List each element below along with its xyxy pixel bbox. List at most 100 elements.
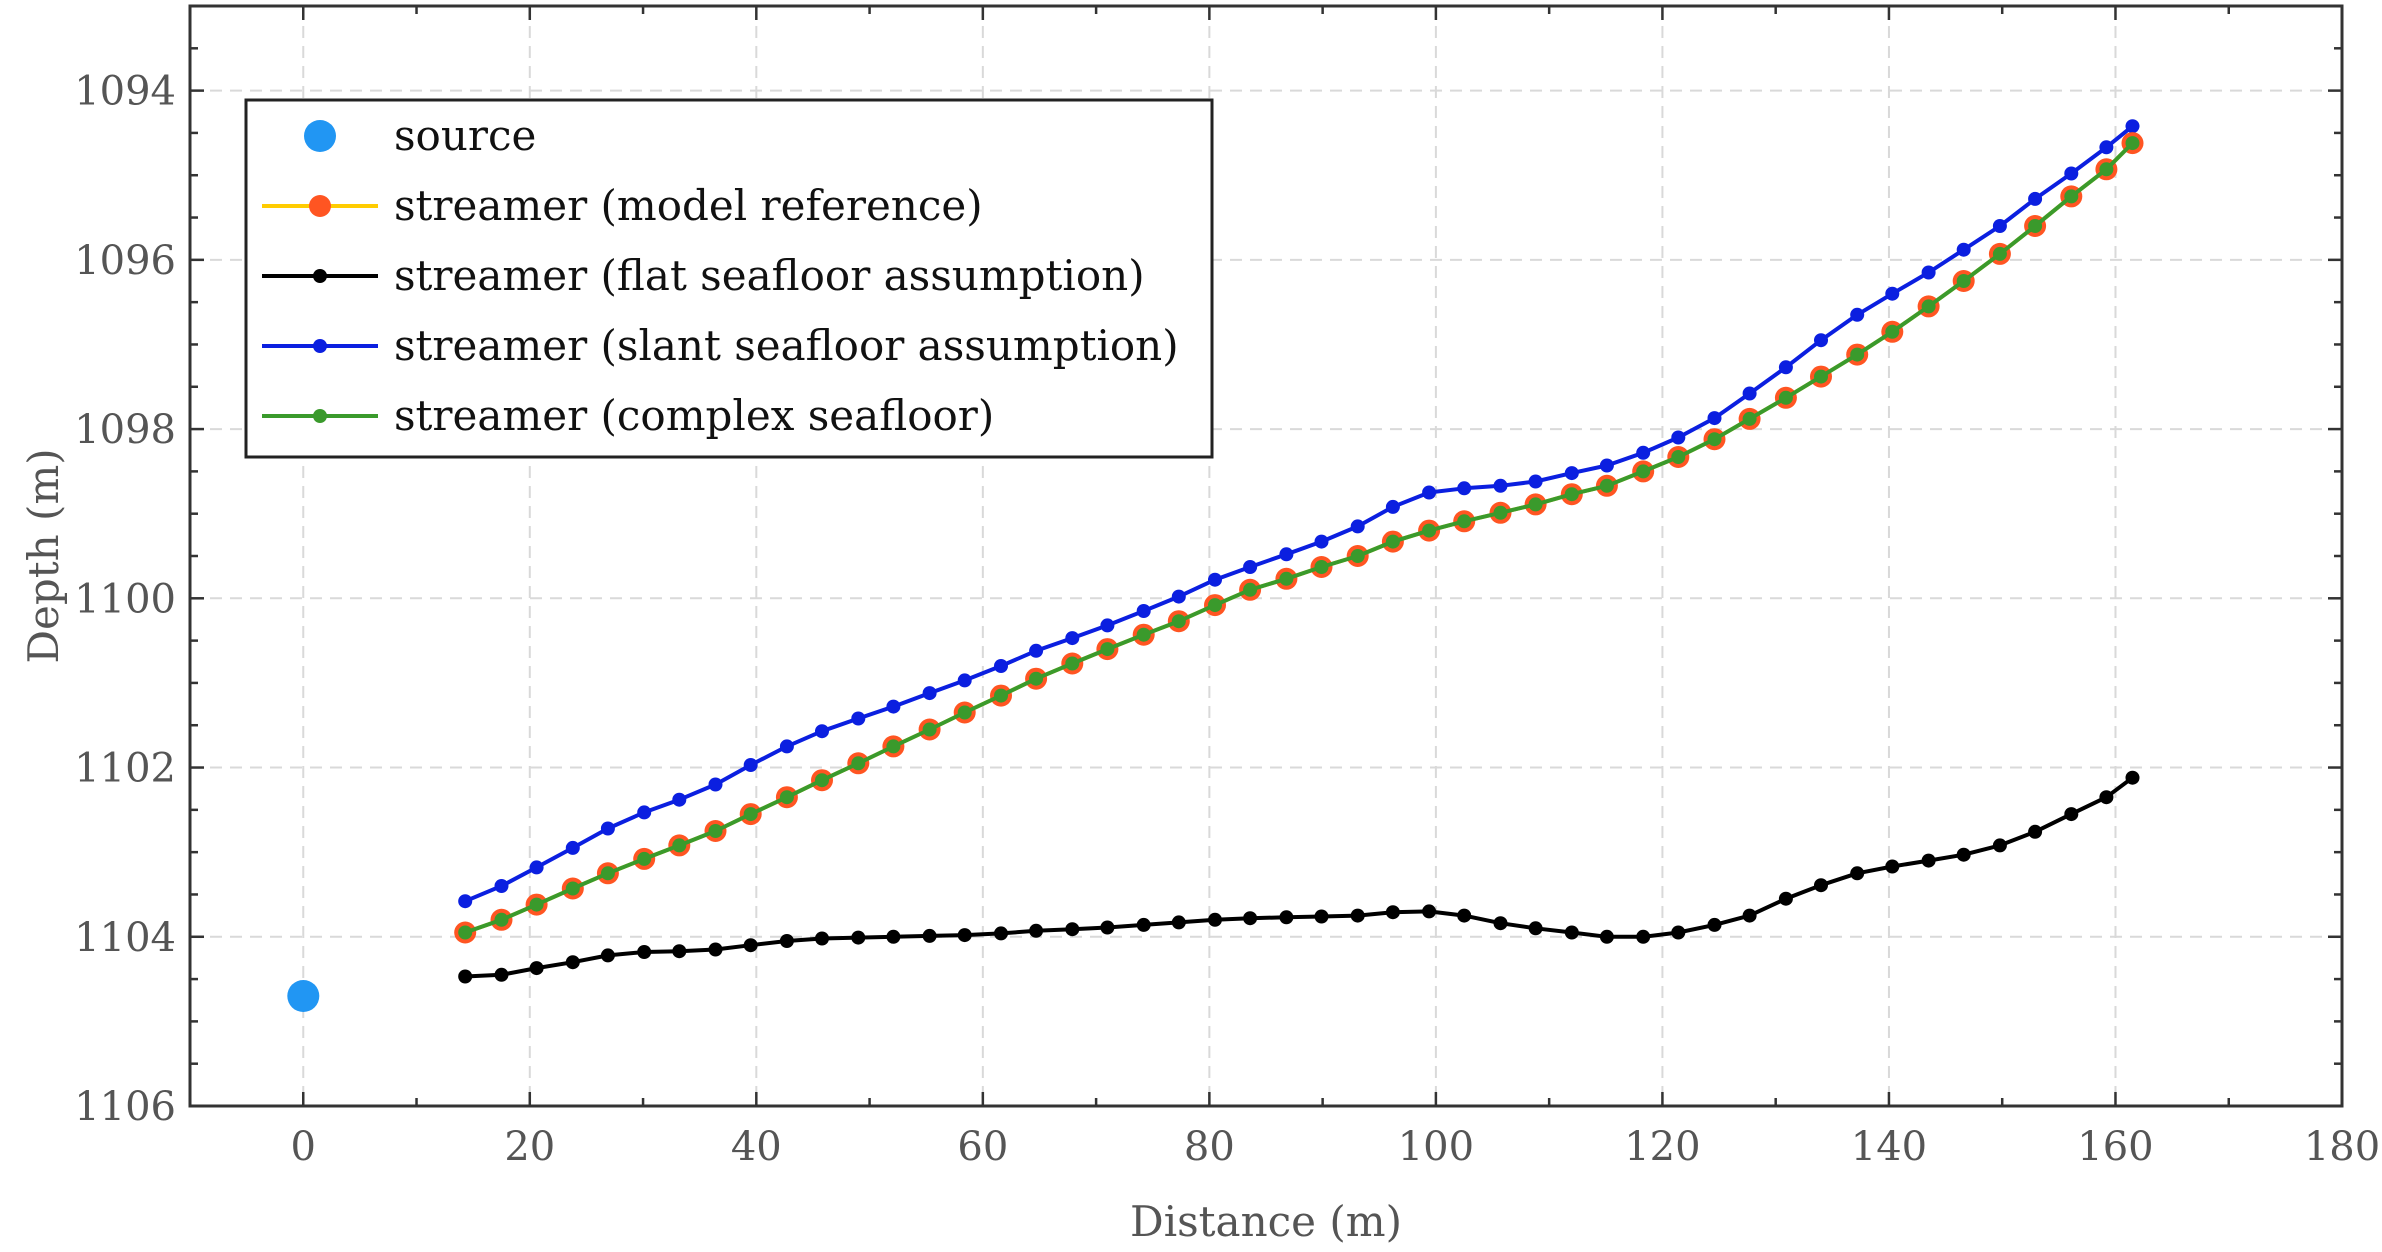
- data-point: [1493, 478, 1508, 493]
- data-point: [565, 881, 580, 896]
- data-point: [957, 705, 972, 720]
- data-point: [1065, 922, 1080, 937]
- y-tick-label: 1098: [74, 407, 176, 453]
- data-point: [1742, 908, 1757, 923]
- data-point: [637, 805, 652, 820]
- data-point: [1850, 347, 1865, 362]
- data-point: [1992, 838, 2007, 853]
- data-point: [1885, 859, 1900, 874]
- data-point: [494, 912, 509, 927]
- data-point: [1636, 929, 1651, 944]
- legend-item: streamer (slant seafloor assumption): [262, 321, 1179, 370]
- data-point: [672, 838, 687, 853]
- data-point: [1778, 891, 1793, 906]
- data-point: [1528, 497, 1543, 512]
- data-point: [1814, 333, 1828, 348]
- data-point: [779, 934, 794, 948]
- legend: source streamer (model reference) streamer…: [244, 98, 1214, 459]
- data-point: [1921, 299, 1936, 314]
- data-point: [1992, 219, 2007, 233]
- data-point: [1171, 589, 1186, 604]
- data-point: [2125, 136, 2140, 151]
- data-point: [886, 929, 901, 944]
- data-point: [529, 961, 544, 976]
- data-point: [1279, 571, 1294, 586]
- data-point: [2099, 790, 2114, 805]
- data-point: [1528, 921, 1543, 936]
- legend-marker: [309, 195, 331, 217]
- legend-item: source: [304, 111, 536, 160]
- y-tick-label: 1094: [74, 69, 176, 115]
- data-point: [1707, 432, 1722, 447]
- data-point: [1065, 656, 1080, 671]
- data-point: [815, 931, 829, 946]
- data-point: [1136, 627, 1151, 642]
- data-point: [529, 860, 544, 875]
- data-point: [1885, 324, 1900, 339]
- data-point: [708, 777, 723, 792]
- data-point: [1385, 534, 1400, 549]
- data-point: [1992, 246, 2007, 261]
- data-point: [1778, 390, 1793, 405]
- data-point: [1921, 853, 1936, 868]
- data-point: [1422, 523, 1437, 538]
- data-point: [2064, 166, 2079, 181]
- y-tick-label: 1106: [74, 1084, 176, 1130]
- data-point: [1636, 445, 1651, 460]
- data-point: [957, 928, 972, 943]
- data-point: [1921, 265, 1936, 280]
- x-tick-label: 180: [2304, 1124, 2380, 1170]
- data-point: [815, 773, 829, 788]
- data-point: [494, 879, 509, 893]
- data-point: [743, 938, 758, 953]
- y-axis-title: Depth (m): [19, 448, 68, 663]
- data-point: [1457, 908, 1472, 923]
- data-point: [1279, 547, 1294, 562]
- data-point: [708, 824, 723, 838]
- data-point: [458, 969, 473, 984]
- data-point: [2064, 807, 2079, 822]
- legend-marker: [313, 269, 327, 283]
- data-point: [1208, 572, 1222, 587]
- data-point: [1528, 474, 1543, 489]
- data-point: [1493, 916, 1508, 931]
- data-point: [600, 821, 615, 836]
- data-point: [637, 851, 652, 866]
- data-point: [458, 894, 473, 909]
- series-layer: [287, 119, 2144, 1012]
- data-point: [1243, 582, 1258, 597]
- data-point: [2028, 219, 2043, 233]
- series-streamer-flat-seafloor-assumption: [458, 770, 2140, 984]
- data-point: [1636, 464, 1651, 479]
- data-point: [1885, 286, 1900, 301]
- data-point: [1422, 904, 1437, 919]
- data-point: [2099, 140, 2114, 155]
- data-point: [994, 926, 1008, 941]
- data-point: [1814, 878, 1828, 893]
- data-point: [922, 928, 937, 943]
- data-point: [1029, 643, 1044, 658]
- data-point: [1208, 912, 1222, 927]
- data-point: [1956, 274, 1971, 288]
- data-point: [1564, 487, 1579, 502]
- data-point: [1850, 307, 1865, 322]
- data-point: [1171, 915, 1186, 930]
- x-tick-label: 40: [731, 1124, 782, 1170]
- data-point: [1029, 671, 1044, 686]
- data-point: [1671, 450, 1686, 464]
- data-point: [1100, 642, 1115, 657]
- x-axis-title: Distance (m): [1130, 1197, 1402, 1246]
- data-point: [2028, 824, 2043, 839]
- data-point: [779, 739, 794, 754]
- data-point: [1279, 910, 1294, 925]
- data-point: [1493, 505, 1508, 520]
- data-point: [1171, 614, 1186, 629]
- data-point: [779, 790, 794, 805]
- legend-label: streamer (flat seafloor assumption): [394, 251, 1145, 300]
- data-point: [922, 722, 937, 737]
- legend-label: streamer (model reference): [394, 181, 983, 230]
- data-point: [815, 724, 829, 739]
- data-point: [1599, 929, 1614, 944]
- legend-item: streamer (flat seafloor assumption): [262, 251, 1145, 300]
